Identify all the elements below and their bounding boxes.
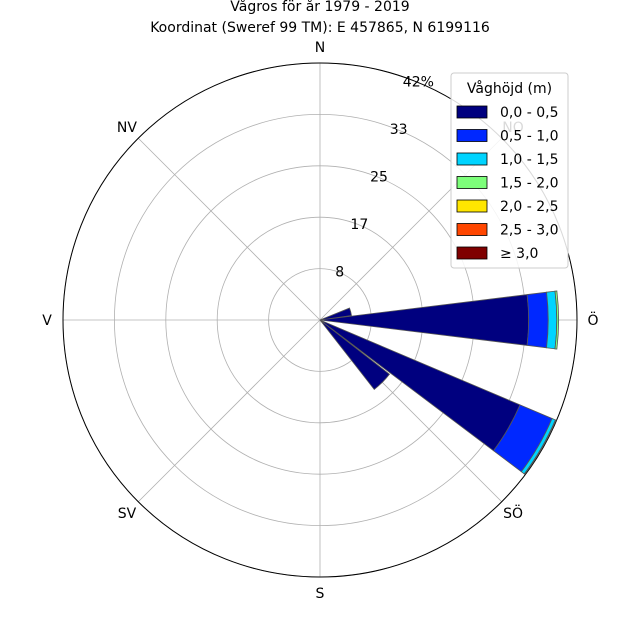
direction-label-Ö: Ö [587,311,598,329]
legend-label-4: 2,0 - 2,5 [500,199,558,215]
radial-tick-label-0: 8 [335,265,344,281]
sector-1-bin-3 [554,290,559,350]
legend-title: Våghöjd (m) [467,80,552,97]
sector-1-bin-2 [546,290,558,350]
legend-label-3: 1,5 - 2,0 [500,176,558,192]
radial-tick-label-4: 42% [403,75,434,91]
legend-label-6: ≥ 3,0 [500,246,538,262]
direction-label-NV: NV [117,120,137,136]
direction-label-V: V [42,313,52,329]
radial-tick-label-1: 17 [350,217,368,233]
legend-label-1: 0,5 - 1,0 [500,129,558,145]
legend-box [450,72,569,269]
legend-swatch-3 [456,176,488,189]
legend-swatch-1 [456,129,488,142]
legend-swatch-2 [456,152,488,166]
direction-label-SÖ: SÖ [503,504,523,522]
radial-tick-label-2: 25 [370,170,388,186]
legend-swatch-6 [456,246,488,260]
radial-tick-label-3: 33 [390,122,408,138]
legend-swatch-4 [456,199,488,213]
legend-label-2: 1,0 - 1,5 [500,152,558,168]
direction-label-SV: SV [118,506,137,522]
legend-label-0: 0,0 - 0,5 [500,105,558,121]
legend-swatch-0 [456,105,488,119]
direction-label-N: N [315,40,325,56]
sector-0-bin-0 [319,307,352,321]
legend-label-5: 2,5 - 3,0 [500,223,558,239]
legend-swatch-5 [456,223,488,236]
direction-label-S: S [316,586,325,602]
chart-subtitle: Koordinat (Sweref 99 TM): E 457865, N 61… [150,20,490,36]
grid-spoke-7 [137,137,321,321]
sector-3-bin-0 [319,319,390,390]
polar-frame [62,62,578,578]
chart-title: Vågros för år 1979 - 2019 [230,0,410,15]
grid-spoke-5 [137,319,321,503]
sector-1-bin-1 [526,291,549,349]
sector-2-bin-3 [523,419,557,475]
